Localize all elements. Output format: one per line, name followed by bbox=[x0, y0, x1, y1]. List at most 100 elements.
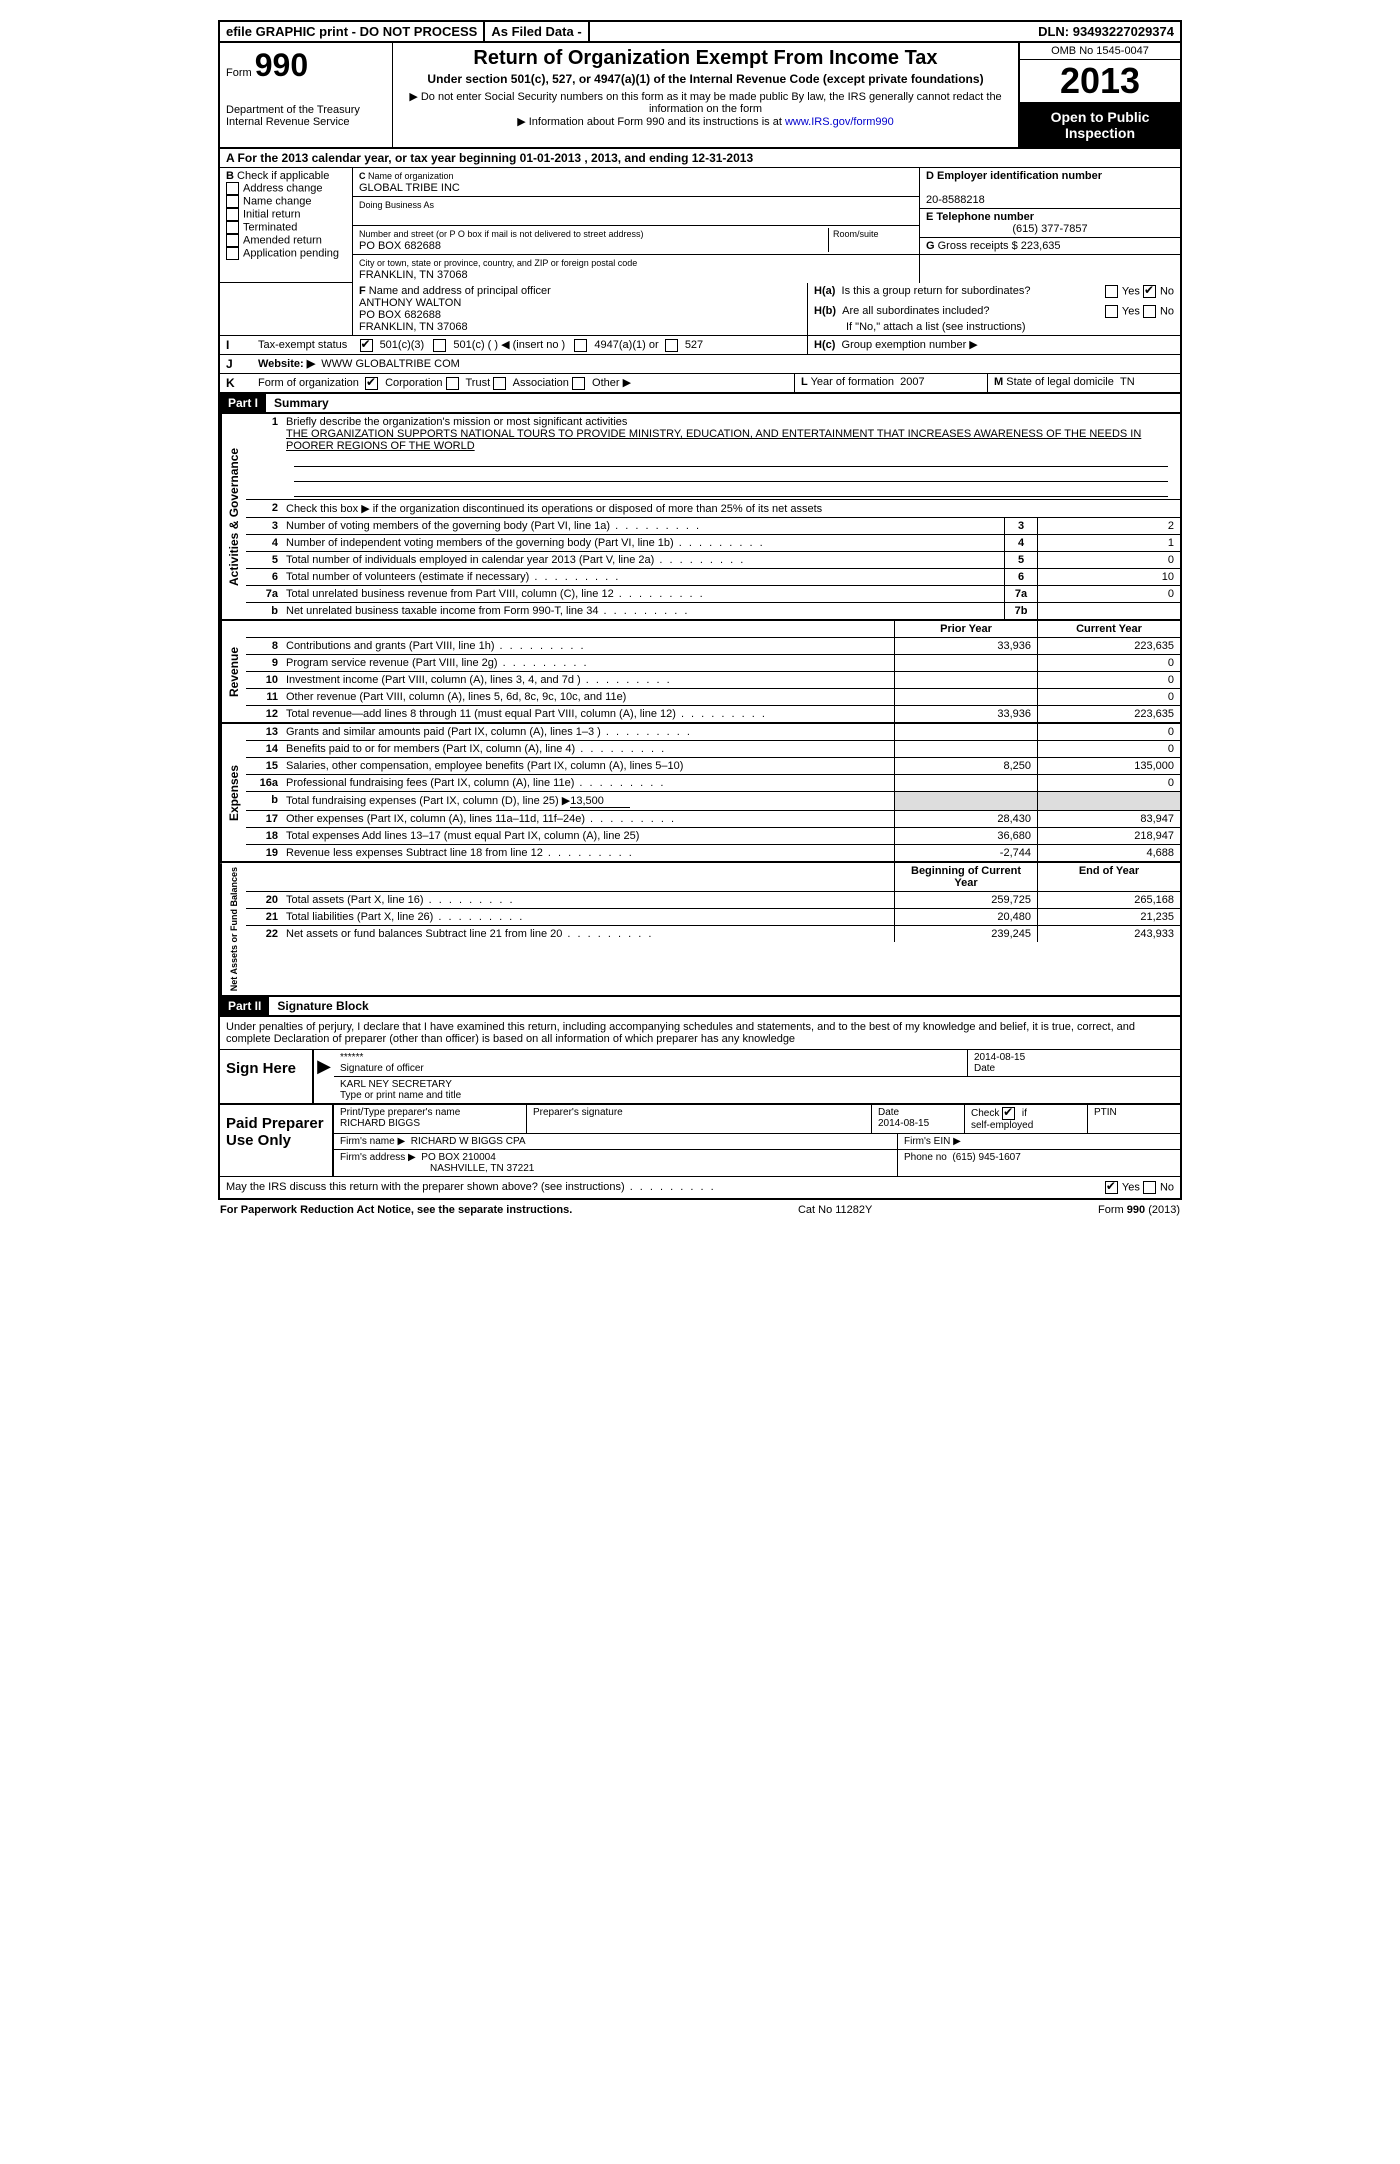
section-f: F Name and address of principal officer … bbox=[353, 283, 808, 335]
activities-governance-section: Activities & Governance 1 Briefly descri… bbox=[220, 414, 1180, 621]
section-b: B Check if applicable Address change Nam… bbox=[220, 168, 353, 283]
527-checkbox[interactable] bbox=[665, 339, 678, 352]
ha-no-checkbox[interactable] bbox=[1143, 285, 1156, 298]
address-change-checkbox[interactable] bbox=[226, 182, 239, 195]
section-a-period: A For the 2013 calendar year, or tax yea… bbox=[220, 149, 1180, 168]
name-change-checkbox[interactable] bbox=[226, 195, 239, 208]
trust-checkbox[interactable] bbox=[446, 377, 459, 390]
association-checkbox[interactable] bbox=[493, 377, 506, 390]
omb-number: OMB No 1545-0047 bbox=[1020, 43, 1180, 60]
sig-date: 2014-08-15 bbox=[974, 1052, 1025, 1063]
form-990-page: efile GRAPHIC print - DO NOT PROCESS As … bbox=[218, 20, 1182, 1200]
entity-info-row: B Check if applicable Address change Nam… bbox=[220, 168, 1180, 283]
paid-preparer-section: Paid Preparer Use Only Print/Type prepar… bbox=[220, 1105, 1180, 1177]
header-left: Form 990 Department of the Treasury Inte… bbox=[220, 43, 393, 147]
section-d-e-g: D Employer identification number 20-8588… bbox=[920, 168, 1180, 283]
other-checkbox[interactable] bbox=[572, 377, 585, 390]
discuss-no-checkbox[interactable] bbox=[1143, 1181, 1156, 1194]
state-domicile: TN bbox=[1120, 376, 1135, 388]
dln: DLN: 93493227029374 bbox=[590, 22, 1180, 41]
mission-text: THE ORGANIZATION SUPPORTS NATIONAL TOURS… bbox=[286, 428, 1141, 452]
hb-no-checkbox[interactable] bbox=[1143, 305, 1156, 318]
amended-return-checkbox[interactable] bbox=[226, 234, 239, 247]
gross-receipts: 223,635 bbox=[1021, 240, 1061, 252]
header-right: OMB No 1545-0047 2013 Open to Public Ins… bbox=[1018, 43, 1180, 147]
terminated-checkbox[interactable] bbox=[226, 221, 239, 234]
form-label: Form bbox=[226, 67, 252, 79]
as-filed: As Filed Data - bbox=[485, 22, 589, 41]
dept-treasury: Department of the Treasury bbox=[226, 104, 386, 116]
expenses-section: Expenses 13Grants and similar amounts pa… bbox=[220, 724, 1180, 863]
501c3-checkbox[interactable] bbox=[360, 339, 373, 352]
irs: Internal Revenue Service bbox=[226, 116, 386, 128]
preparer-name: RICHARD BIGGS bbox=[340, 1118, 420, 1129]
volunteers: 10 bbox=[1037, 569, 1180, 585]
top-bar: efile GRAPHIC print - DO NOT PROCESS As … bbox=[220, 22, 1180, 43]
revenue-section: Revenue Prior YearCurrent Year 8Contribu… bbox=[220, 621, 1180, 724]
self-employed-checkbox[interactable] bbox=[1002, 1107, 1015, 1120]
501c-checkbox[interactable] bbox=[433, 339, 446, 352]
org-street: PO BOX 682688 bbox=[359, 240, 441, 252]
employees: 0 bbox=[1037, 552, 1180, 568]
4947-checkbox[interactable] bbox=[574, 339, 587, 352]
part-2-header: Part II Signature Block bbox=[220, 995, 1180, 1017]
section-h: H(a) Is this a group return for subordin… bbox=[808, 283, 1180, 335]
website: WWW GLOBALTRIBE COM bbox=[321, 358, 460, 370]
page-footer: For Paperwork Reduction Act Notice, see … bbox=[220, 1204, 1180, 1216]
section-j: J Website: ▶ WWW GLOBALTRIBE COM bbox=[220, 355, 1180, 374]
expenses-tab: Expenses bbox=[220, 724, 246, 861]
prep-date: 2014-08-15 bbox=[878, 1118, 929, 1129]
officer-addr2: FRANKLIN, TN 37068 bbox=[359, 321, 468, 333]
telephone: (615) 377-7857 bbox=[1012, 223, 1087, 235]
form-number: 990 bbox=[255, 47, 308, 83]
year-formation: 2007 bbox=[900, 376, 924, 388]
hb-yes-checkbox[interactable] bbox=[1105, 305, 1118, 318]
ubi-revenue: 0 bbox=[1037, 586, 1180, 602]
dln-label: DLN: bbox=[1038, 24, 1069, 39]
form-title: Return of Organization Exempt From Incom… bbox=[401, 47, 1010, 70]
arrow-icon: ▶ bbox=[314, 1050, 334, 1103]
firm-name: RICHARD W BIGGS CPA bbox=[411, 1136, 526, 1147]
net-assets-section: Net Assets or Fund Balances Beginning of… bbox=[220, 863, 1180, 995]
net-assets-tab: Net Assets or Fund Balances bbox=[220, 863, 246, 995]
firm-phone: (615) 945-1607 bbox=[952, 1152, 1020, 1163]
officer-addr1: PO BOX 682688 bbox=[359, 309, 441, 321]
officer-sig-name: KARL NEY SECRETARY bbox=[340, 1079, 452, 1090]
initial-return-checkbox[interactable] bbox=[226, 208, 239, 221]
corporation-checkbox[interactable] bbox=[365, 377, 378, 390]
header: Form 990 Department of the Treasury Inte… bbox=[220, 43, 1180, 149]
firm-addr1: PO BOX 210004 bbox=[421, 1152, 496, 1163]
application-pending-checkbox[interactable] bbox=[226, 247, 239, 260]
dln-value: 93493227029374 bbox=[1073, 24, 1174, 39]
tax-year: 2013 bbox=[1020, 60, 1180, 103]
indep-members: 1 bbox=[1037, 535, 1180, 551]
org-name: GLOBAL TRIBE INC bbox=[359, 182, 460, 194]
section-c: C Name of organization GLOBAL TRIBE INC … bbox=[353, 168, 920, 283]
efile-notice: efile GRAPHIC print - DO NOT PROCESS bbox=[220, 22, 485, 41]
revenue-tab: Revenue bbox=[220, 621, 246, 722]
header-note-1: ▶ Do not enter Social Security numbers o… bbox=[401, 90, 1010, 115]
sign-here-section: Sign Here ▶ ******Signature of officer 2… bbox=[220, 1050, 1180, 1105]
open-to-public: Open to Public Inspection bbox=[1020, 103, 1180, 147]
ein: 20-8588218 bbox=[926, 194, 985, 206]
officer-group-row: F Name and address of principal officer … bbox=[220, 283, 1180, 336]
activities-tab: Activities & Governance bbox=[220, 414, 246, 619]
header-middle: Return of Organization Exempt From Incom… bbox=[393, 43, 1018, 147]
section-i: I Tax-exempt status 501(c)(3) 501(c) ( )… bbox=[220, 336, 1180, 355]
sign-here-label: Sign Here bbox=[220, 1050, 314, 1103]
ha-yes-checkbox[interactable] bbox=[1105, 285, 1118, 298]
form-subtitle: Under section 501(c), 527, or 4947(a)(1)… bbox=[401, 72, 1010, 86]
section-k-l-m: K Form of organization Corporation Trust… bbox=[220, 374, 1180, 394]
paid-preparer-label: Paid Preparer Use Only bbox=[220, 1105, 334, 1176]
org-city: FRANKLIN, TN 37068 bbox=[359, 269, 468, 281]
officer-name: ANTHONY WALTON bbox=[359, 297, 461, 309]
discuss-yes-checkbox[interactable] bbox=[1105, 1181, 1118, 1194]
discuss-row: May the IRS discuss this return with the… bbox=[220, 1177, 1180, 1198]
perjury-declaration: Under penalties of perjury, I declare th… bbox=[220, 1017, 1180, 1050]
voting-members: 2 bbox=[1037, 518, 1180, 534]
fundraising-exp: 13,500 bbox=[570, 795, 630, 808]
ubi-taxable bbox=[1037, 603, 1180, 619]
firm-addr2: NASHVILLE, TN 37221 bbox=[340, 1163, 534, 1174]
header-note-2: ▶ Information about Form 990 and its ins… bbox=[401, 115, 1010, 128]
irs-link[interactable]: www.IRS.gov/form990 bbox=[785, 116, 894, 128]
